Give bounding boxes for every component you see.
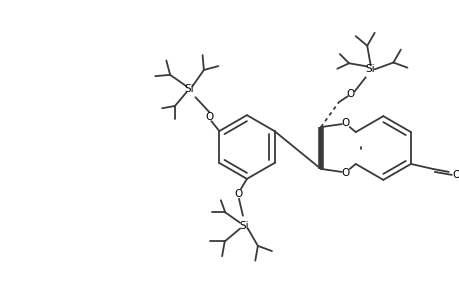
Text: O: O <box>341 168 349 178</box>
Text: Si: Si <box>239 221 248 231</box>
Text: O: O <box>235 189 242 199</box>
Text: Si: Si <box>365 64 375 74</box>
Text: O: O <box>346 89 354 99</box>
Text: Si: Si <box>184 84 194 94</box>
Text: O: O <box>205 112 213 122</box>
Text: O: O <box>341 118 349 128</box>
Text: O: O <box>452 170 459 180</box>
